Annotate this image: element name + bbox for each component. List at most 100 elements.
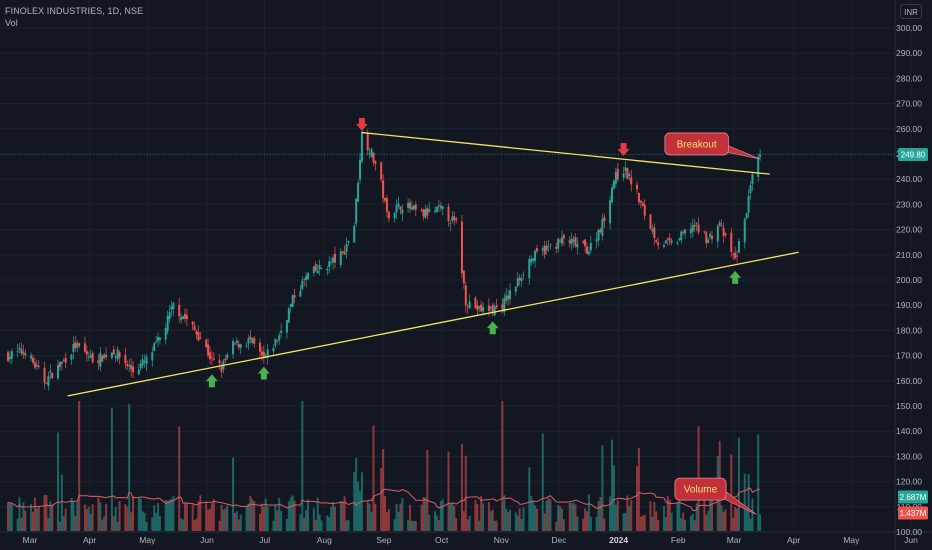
volume-bar <box>193 520 196 531</box>
volume-bar <box>353 471 356 531</box>
volume-bar <box>205 501 208 531</box>
volume-bar <box>130 512 133 531</box>
candle-body <box>105 354 108 358</box>
candle-body <box>151 352 154 361</box>
volume-bar <box>385 512 388 531</box>
volume-bar <box>260 503 263 531</box>
candle-body <box>112 349 115 355</box>
candle-body <box>51 372 54 379</box>
candle-body <box>239 344 242 348</box>
volume-bar <box>207 509 210 531</box>
candle-body <box>585 246 588 254</box>
candle-body <box>682 231 685 233</box>
candle-body <box>711 235 714 239</box>
time-tick-label: Jun <box>904 535 918 545</box>
candle-body <box>599 229 602 233</box>
volume-bar <box>649 501 652 531</box>
volume-bar <box>368 503 371 531</box>
trendline-support <box>67 251 799 397</box>
candle-body <box>574 237 577 246</box>
candle-body <box>612 180 615 189</box>
volume-bar <box>199 495 202 531</box>
volume-bar <box>183 503 186 531</box>
candle-body <box>611 187 614 202</box>
candle-body <box>428 209 431 213</box>
candle-body <box>684 229 687 234</box>
volume-bar <box>711 500 714 531</box>
currency-selector[interactable]: INR <box>900 4 922 19</box>
price-tick-label: 160.00 <box>896 376 922 386</box>
volume-bar <box>249 495 252 531</box>
volume-bar <box>611 439 614 531</box>
volume-bar <box>666 496 669 531</box>
volume-bar <box>641 515 644 531</box>
candle-body <box>693 224 696 227</box>
volume-bar <box>576 516 579 531</box>
candle-body <box>720 225 723 227</box>
price-tick-label: 200.00 <box>896 275 922 285</box>
candle-body <box>520 278 523 282</box>
price-tick-label: 230.00 <box>896 199 922 209</box>
volume-bar <box>218 520 221 531</box>
candle-body <box>653 227 656 238</box>
volume-bar <box>170 498 173 531</box>
candle-body <box>703 231 706 233</box>
candle-body <box>285 320 288 333</box>
time-tick-label: Mar <box>727 535 742 545</box>
candle-body <box>597 230 600 241</box>
candle-body <box>737 241 740 253</box>
candle-body <box>395 205 398 213</box>
volume-bar <box>112 516 115 531</box>
price-tick-label: 210.00 <box>896 250 922 260</box>
candle-body <box>328 261 331 268</box>
volume-bar <box>233 512 236 531</box>
candle-body <box>118 352 121 358</box>
volume-bar <box>636 466 639 531</box>
volume-badge-label: 1.437M <box>900 509 927 518</box>
candle-body <box>630 177 633 185</box>
volume-bar <box>45 495 48 531</box>
candle-body <box>387 211 390 219</box>
candle-body <box>191 321 194 325</box>
candle-body <box>97 360 100 364</box>
candle-body <box>76 342 79 348</box>
candle-body <box>70 354 73 360</box>
volume-bar <box>759 514 762 531</box>
volume-bar <box>316 497 319 531</box>
candle-body <box>474 297 477 309</box>
volume-bar <box>60 474 63 531</box>
volume-bar <box>643 514 646 531</box>
candle-body <box>718 222 721 226</box>
volume-bar <box>318 514 321 531</box>
volume-bar <box>387 508 390 531</box>
candle-body <box>24 353 27 356</box>
volume-bar <box>32 512 35 531</box>
candle-body <box>305 275 308 281</box>
volume-bar <box>637 447 640 531</box>
candle-body <box>464 285 467 306</box>
candle-body <box>101 355 104 362</box>
volume-bar <box>447 451 450 531</box>
time-tick-label: Jul <box>259 535 270 545</box>
candle-body <box>85 351 88 355</box>
time-tick-label: Feb <box>671 535 686 545</box>
candle-body <box>8 356 11 359</box>
candle-body <box>397 203 400 207</box>
candle-body <box>732 254 735 256</box>
candle-body <box>83 343 86 352</box>
candle-body <box>20 349 23 354</box>
candle-body <box>466 305 469 307</box>
candle-body <box>278 335 281 341</box>
candle-body <box>705 232 708 244</box>
arrow-down-icon <box>617 143 630 157</box>
candle-body <box>697 224 700 233</box>
volume-bar <box>195 518 198 531</box>
volume-bar <box>464 455 467 531</box>
volume-bar <box>97 497 100 531</box>
volume-bar <box>105 503 108 531</box>
time-tick-label: Oct <box>435 535 449 545</box>
volume-bar <box>172 496 175 531</box>
candle-body <box>208 352 211 360</box>
candle-body <box>614 172 617 184</box>
